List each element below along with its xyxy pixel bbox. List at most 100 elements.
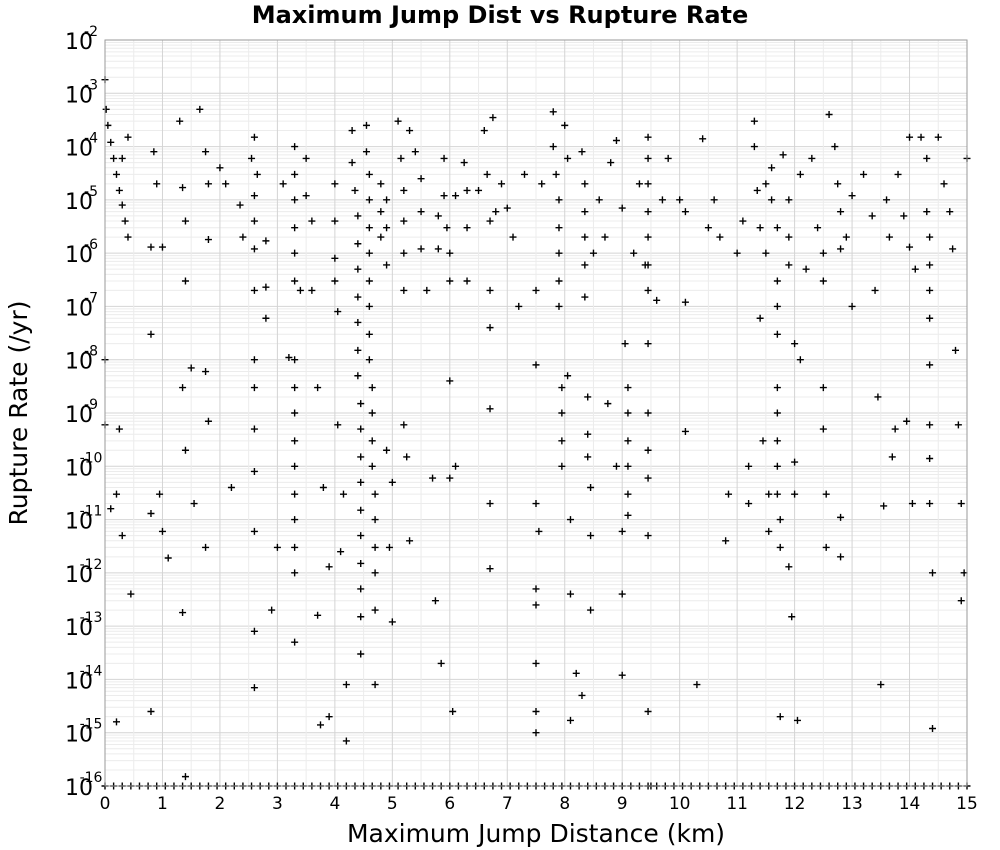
data-point (204, 180, 212, 188)
data-point (676, 196, 684, 204)
data-point (291, 543, 299, 551)
data-point (624, 490, 632, 498)
data-point (773, 277, 781, 285)
data-point (885, 233, 893, 241)
data-point (929, 569, 937, 577)
y-tick-exponent: -14 (80, 663, 103, 679)
data-point (952, 346, 960, 354)
data-point (179, 609, 187, 617)
data-point (285, 354, 293, 362)
data-point (147, 243, 155, 251)
data-point (296, 286, 304, 294)
data-point (750, 143, 758, 151)
data-point (222, 180, 230, 188)
y-tick-label: 10 (65, 296, 93, 321)
data-point (273, 543, 281, 551)
x-tick-label: 7 (502, 794, 513, 814)
data-point (437, 659, 445, 667)
data-point (773, 437, 781, 445)
data-point (618, 204, 626, 212)
data-point (371, 543, 379, 551)
data-point (564, 372, 572, 380)
data-point (756, 224, 764, 232)
data-point (819, 384, 827, 392)
data-point (581, 208, 589, 216)
data-point (250, 217, 258, 225)
data-point (725, 490, 733, 498)
data-point (158, 527, 166, 535)
data-point (443, 224, 451, 232)
y-tick-exponent: -16 (80, 770, 103, 786)
y-tick-labels: 10-1610-1510-1410-1310-1210-1110-1010-91… (65, 24, 103, 801)
data-point (837, 553, 845, 561)
data-point (489, 114, 497, 122)
data-point (776, 516, 784, 524)
data-point (842, 233, 850, 241)
data-point (250, 425, 258, 433)
data-point (733, 249, 741, 257)
data-point (822, 543, 830, 551)
data-point (681, 298, 689, 306)
data-point (371, 490, 379, 498)
data-point (463, 186, 471, 194)
data-point (314, 611, 322, 619)
data-point (788, 613, 796, 621)
data-point (960, 569, 968, 577)
data-point (929, 724, 937, 732)
data-point (348, 127, 356, 135)
data-point (883, 196, 891, 204)
data-point (342, 681, 350, 689)
data-point (644, 286, 652, 294)
data-point (808, 154, 816, 162)
data-point (871, 286, 879, 294)
y-tick-label: 10 (65, 669, 93, 694)
data-point (607, 159, 615, 167)
y-tick-exponent: -2 (84, 24, 98, 40)
data-point (262, 237, 270, 245)
data-point (762, 180, 770, 188)
data-point (486, 217, 494, 225)
data-point (250, 133, 258, 141)
data-point (793, 716, 801, 724)
data-point (693, 681, 701, 689)
data-point (940, 180, 948, 188)
data-point (463, 277, 471, 285)
data-point (768, 164, 776, 172)
data-point (819, 425, 827, 433)
data-point (331, 217, 339, 225)
data-point (906, 133, 914, 141)
data-point (196, 105, 204, 113)
data-point (644, 409, 652, 417)
data-point (595, 196, 603, 204)
data-point (368, 462, 376, 470)
x-tick-label: 0 (100, 794, 111, 814)
data-point (589, 249, 597, 257)
data-point (558, 409, 566, 417)
data-point (765, 527, 773, 535)
data-point (181, 446, 189, 454)
data-point (279, 180, 287, 188)
data-point (532, 500, 540, 508)
data-point (644, 261, 652, 269)
data-point (317, 721, 324, 729)
y-tick-exponent: -3 (84, 77, 98, 93)
y-tick-exponent: -7 (84, 290, 98, 306)
data-point (486, 500, 494, 508)
data-point (681, 208, 689, 216)
data-point (558, 462, 566, 470)
data-point (653, 296, 661, 304)
data-point (644, 208, 652, 216)
data-point (624, 409, 632, 417)
data-point (176, 117, 184, 125)
data-point (946, 208, 954, 216)
data-point (291, 170, 299, 178)
data-point (926, 233, 934, 241)
data-point (368, 409, 376, 417)
data-point (216, 164, 224, 172)
y-tick-exponent: -15 (80, 717, 103, 733)
data-point (480, 127, 488, 135)
data-point (388, 618, 396, 626)
data-point (773, 302, 781, 310)
data-point (581, 233, 589, 241)
data-point (483, 170, 491, 178)
